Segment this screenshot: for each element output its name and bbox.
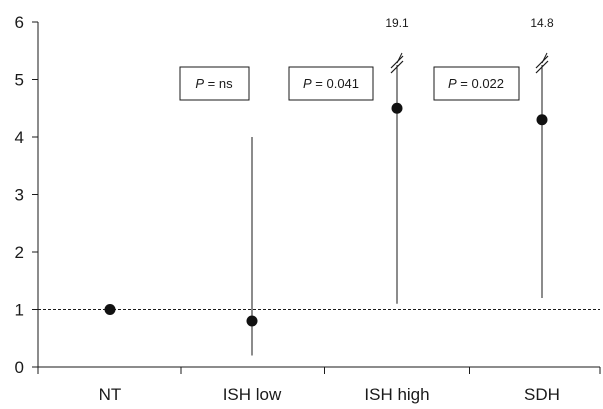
y-tick-label: 6 — [15, 13, 24, 32]
p-value-text: P = ns — [195, 76, 233, 91]
ci-upper-label-sdh: 14.8 — [530, 16, 554, 30]
x-category-label-sdh: SDH — [524, 385, 560, 404]
p-value-box-frame — [179, 66, 250, 101]
x-category-label-ish-high: ISH high — [364, 385, 429, 404]
data-point-ish-low — [246, 315, 258, 327]
y-tick-label: 1 — [15, 301, 24, 320]
y-tick-label: 2 — [15, 243, 24, 262]
p-value-box-frame — [433, 66, 520, 101]
p-value-box-frame — [288, 66, 374, 101]
p-value-box-sdh: P = 0.022 — [433, 66, 520, 101]
y-tick-label: 0 — [15, 358, 24, 377]
ci-upper-label-ish-high: 19.1 — [385, 16, 409, 30]
y-tick-label: 5 — [15, 71, 24, 90]
error-bar-cap-sdh — [541, 52, 548, 64]
data-point-ish-high — [391, 102, 403, 114]
data-point-nt — [104, 304, 116, 315]
x-axis: NT ISH low ISH high SDH — [37, 366, 601, 404]
data-point-sdh — [536, 114, 548, 126]
axis-break-mark — [535, 60, 549, 74]
p-value-text: P = 0.022 — [448, 76, 504, 91]
p-value-text: P = 0.041 — [303, 76, 359, 91]
y-tick-label: 4 — [15, 128, 24, 147]
x-category-label-nt: NT — [99, 385, 122, 404]
axis-break-mark — [390, 60, 404, 74]
x-category-label-ish-low: ISH low — [223, 385, 282, 404]
error-bar-cap-ish-high — [396, 52, 403, 64]
p-value-box-ish-low: P = ns — [179, 66, 250, 101]
y-tick-label: 3 — [15, 186, 24, 205]
p-value-box-ish-high: P = 0.041 — [288, 66, 374, 101]
y-axis: 0 1 2 3 4 5 6 — [15, 13, 39, 377]
